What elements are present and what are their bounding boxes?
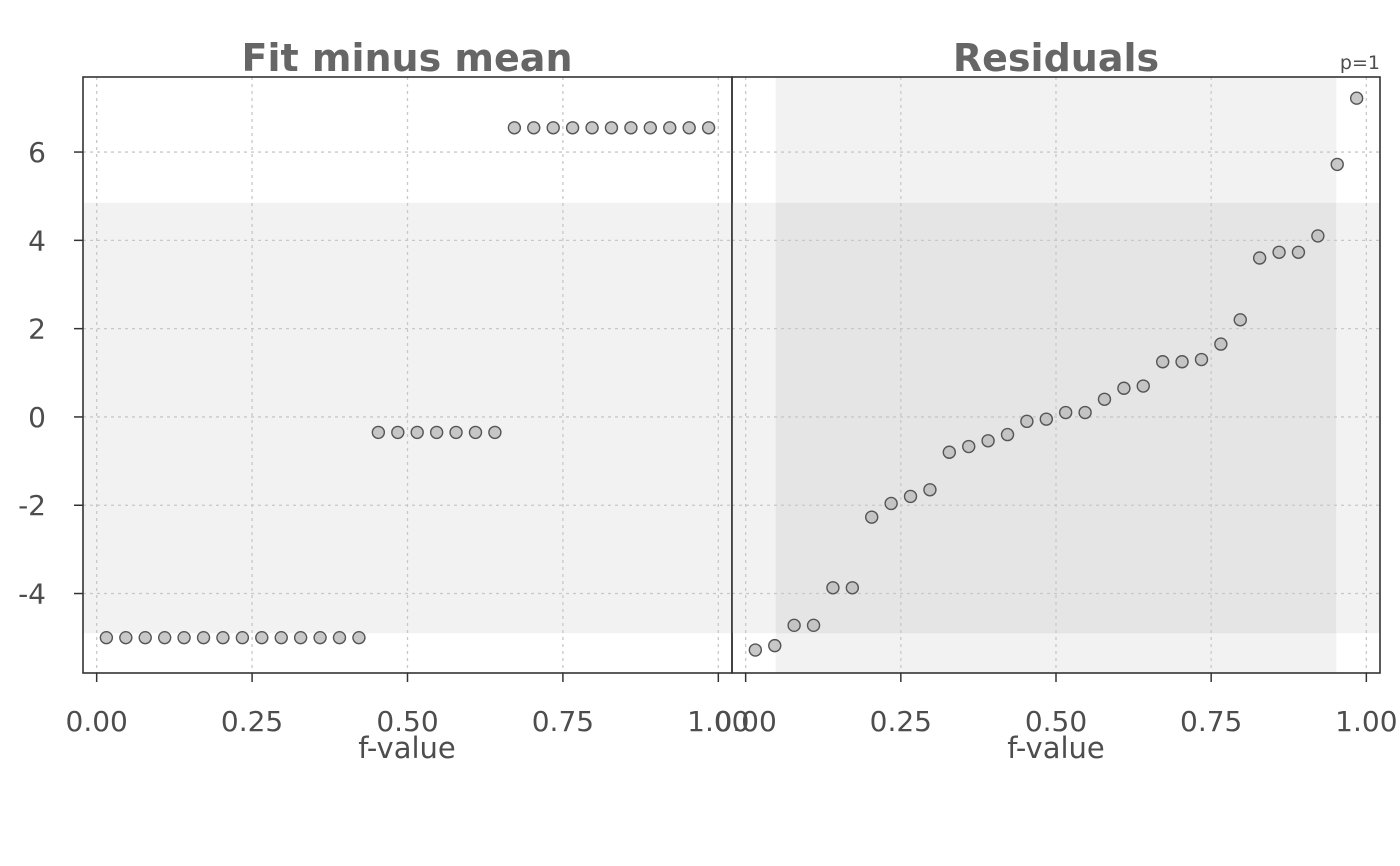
- y-tick-label: 0: [28, 401, 46, 434]
- data-point: [748, 643, 763, 657]
- data-point: [643, 121, 658, 135]
- data-point: [1117, 381, 1131, 395]
- data-point: [1175, 355, 1189, 369]
- data-point: [1058, 405, 1073, 420]
- data-point: [787, 618, 801, 633]
- data-point: [216, 630, 230, 645]
- panel-left: Fit minus mean 0.00 0.25 0.50 0.75 1.00 f-va…: [66, 36, 750, 765]
- data-point: [293, 630, 308, 645]
- data-point: [1272, 245, 1286, 259]
- data-point: [1000, 427, 1015, 442]
- data-point: [371, 425, 386, 440]
- y-quantile-band-left-part: [732, 202, 776, 634]
- right-background: [732, 77, 1380, 673]
- right-x-axis-title: f-value: [1007, 731, 1105, 765]
- data-point: [1097, 392, 1112, 406]
- data-point: [410, 425, 424, 440]
- data-point: [1136, 379, 1150, 393]
- y-tick-label: -4: [18, 578, 46, 611]
- panel-right: Residuals p=1 0.00 0.25 0.50 0.75 1.00 f-val…: [714, 36, 1397, 765]
- x-tick-label: 0.50: [1025, 705, 1087, 738]
- data-point: [255, 630, 269, 645]
- right-x-ticks: 0.00 0.25 0.50 0.75 1.00: [714, 673, 1398, 738]
- left-gridlines: [83, 77, 732, 673]
- data-point: [1233, 313, 1247, 327]
- data-point: [391, 425, 405, 440]
- data-point: [332, 630, 347, 645]
- data-point: [806, 618, 821, 633]
- data-point: [157, 630, 172, 645]
- data-point: [1291, 245, 1306, 259]
- x-tick-label: 0.75: [1180, 705, 1242, 738]
- data-point: [235, 630, 250, 645]
- data-point: [1252, 251, 1267, 265]
- data-point: [768, 638, 782, 653]
- y-tick-label: 2: [28, 313, 46, 346]
- data-point: [468, 425, 483, 440]
- data-point: [942, 445, 957, 459]
- data-point: [903, 489, 918, 504]
- data-point: [962, 439, 976, 454]
- data-point: [1020, 414, 1034, 429]
- left-x-ticks: 0.00 0.25 0.50 0.75 1.00: [66, 673, 749, 738]
- data-point: [865, 510, 879, 524]
- y-quantile-band-right-part: [1336, 202, 1380, 634]
- data-point: [701, 121, 716, 135]
- data-point: [1155, 355, 1170, 369]
- x-tick-label: 0.25: [221, 705, 283, 738]
- data-point: [1214, 337, 1228, 351]
- data-point: [604, 121, 619, 135]
- x-tick-label: 0.50: [376, 705, 438, 738]
- data-point: [119, 630, 133, 645]
- x-tick-label: 0.00: [66, 705, 128, 738]
- x-tick-label: 1.00: [1335, 705, 1397, 738]
- data-point: [682, 121, 696, 135]
- data-point: [429, 425, 444, 440]
- data-point: [1194, 352, 1209, 367]
- data-point: [845, 581, 860, 595]
- x-tick-label: 0.25: [870, 705, 932, 738]
- data-point: [313, 630, 327, 645]
- data-point: [624, 121, 638, 135]
- data-point: [826, 581, 840, 595]
- data-point: [1039, 412, 1054, 426]
- data-point: [546, 121, 560, 135]
- data-point: [527, 121, 541, 135]
- y-tick-label: 4: [28, 224, 46, 257]
- data-point: [449, 425, 463, 440]
- x-tick-label: 1.00: [687, 705, 749, 738]
- left-panel-title: Fit minus mean: [241, 36, 572, 80]
- data-point: [488, 425, 502, 440]
- data-point: [138, 630, 152, 645]
- data-point: [663, 121, 677, 135]
- data-point: [923, 483, 937, 497]
- right-panel-title: Residuals: [953, 36, 1159, 80]
- data-point: [1311, 229, 1325, 243]
- p-value-annotation: p=1: [1340, 52, 1380, 74]
- data-point: [99, 630, 114, 645]
- data-point: [1330, 157, 1344, 172]
- left-x-axis-title: f-value: [358, 731, 456, 765]
- y-tick-label: -2: [18, 489, 46, 522]
- data-point: [565, 121, 580, 135]
- y-tick-label: 6: [28, 136, 46, 169]
- data-point: [1349, 91, 1364, 105]
- x-tick-label: 0.00: [714, 705, 776, 738]
- y-axis: -4 -2 0 2 4 6: [18, 136, 83, 611]
- data-point: [196, 630, 211, 645]
- right-points: [748, 91, 1364, 657]
- data-point: [1078, 405, 1092, 420]
- data-point: [507, 121, 522, 135]
- left-points: [99, 121, 716, 645]
- right-gridlines: [732, 77, 1380, 673]
- data-point: [585, 121, 599, 135]
- data-point: [884, 496, 898, 511]
- data-point: [981, 434, 995, 448]
- x-tick-label: 0.75: [532, 705, 594, 738]
- data-point: [177, 630, 191, 645]
- data-point: [352, 630, 366, 645]
- data-point: [274, 630, 288, 645]
